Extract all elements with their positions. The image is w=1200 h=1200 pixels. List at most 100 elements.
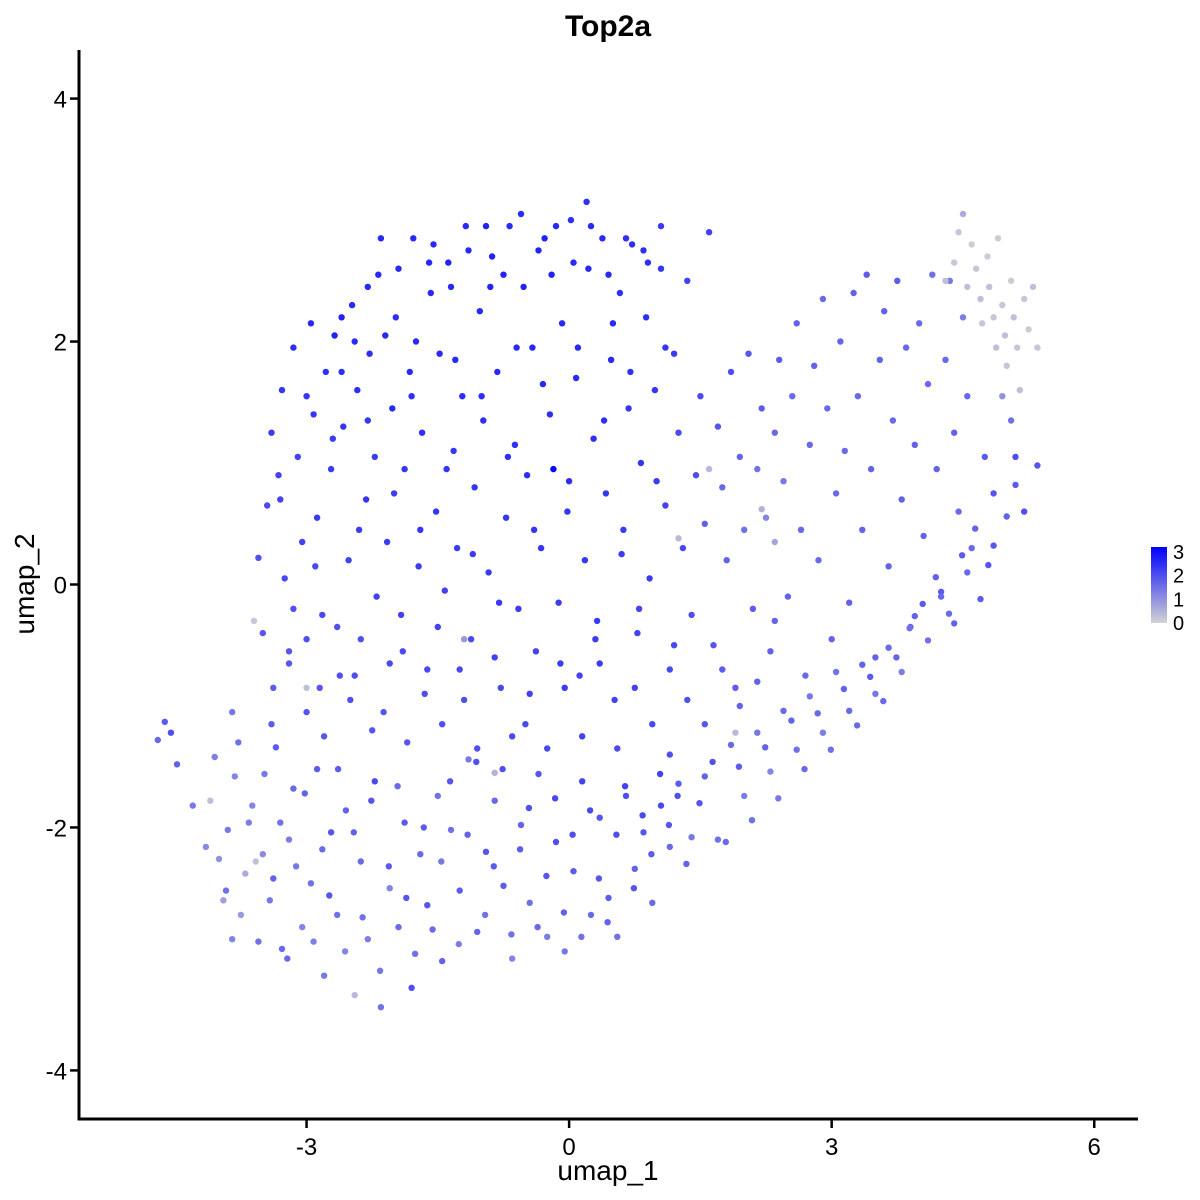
data-point (867, 673, 874, 680)
data-point (487, 283, 494, 291)
data-point (485, 569, 492, 576)
data-point (313, 514, 321, 521)
data-point (386, 660, 393, 667)
data-point (259, 851, 266, 858)
data-point (656, 770, 664, 778)
data-point (674, 792, 681, 800)
data-point (530, 526, 538, 533)
data-point (316, 684, 323, 691)
data-point (534, 923, 541, 931)
data-point (714, 423, 722, 430)
data-point (968, 544, 975, 552)
data-point (767, 648, 774, 655)
data-point (596, 660, 603, 667)
data-point (929, 271, 936, 278)
data-point (1020, 508, 1028, 515)
data-point (911, 612, 918, 620)
data-point (688, 834, 695, 841)
data-point (480, 417, 487, 424)
data-point (522, 721, 529, 728)
data-point (474, 928, 481, 936)
data-point (259, 629, 266, 637)
data-point (679, 544, 687, 552)
data-point (876, 356, 883, 363)
data-point (748, 817, 756, 824)
data-point (631, 865, 638, 872)
data-point (411, 950, 419, 957)
data-point (705, 229, 713, 236)
data-point (951, 620, 958, 627)
data-point (390, 490, 398, 497)
data-point (889, 417, 897, 424)
data-point (924, 380, 932, 388)
data-point (373, 593, 380, 600)
data-point (443, 465, 450, 473)
data-point (250, 617, 258, 625)
data-point (331, 332, 338, 339)
colorbar-tick-label: 1 (1173, 589, 1184, 611)
data-point (439, 721, 446, 728)
data-point (651, 386, 659, 394)
data-point (471, 484, 478, 491)
data-point (569, 831, 576, 838)
data-point (408, 393, 415, 400)
data-point (736, 702, 743, 710)
data-point (754, 678, 761, 685)
data-point (620, 526, 627, 533)
data-point (898, 496, 905, 503)
data-point (351, 338, 358, 345)
data-point (628, 241, 636, 248)
data-point (535, 247, 542, 254)
data-point (780, 707, 787, 714)
data-point (430, 241, 437, 248)
data-point (290, 785, 297, 792)
data-point (338, 314, 345, 321)
data-point (303, 708, 310, 716)
data-point (439, 957, 446, 965)
data-point (290, 344, 297, 351)
data-point (688, 611, 695, 619)
data-point (732, 729, 739, 736)
data-point (541, 235, 548, 242)
data-point (161, 718, 168, 725)
data-point (736, 453, 743, 461)
data-point (242, 870, 249, 877)
data-point (482, 848, 490, 855)
data-point (684, 277, 691, 284)
data-point (491, 769, 498, 776)
data-point (951, 259, 958, 266)
data-point (754, 465, 761, 473)
data-point (347, 696, 354, 704)
data-point (529, 344, 536, 351)
data-point (275, 472, 282, 479)
data-point (881, 308, 888, 315)
data-point (417, 526, 424, 533)
data-point (593, 617, 601, 625)
data-point (999, 393, 1006, 400)
data-point (446, 778, 454, 785)
data-point (469, 550, 476, 558)
data-point (639, 812, 646, 819)
data-point (697, 393, 704, 400)
data-point (898, 668, 905, 676)
data-point (285, 648, 293, 655)
data-point (1020, 295, 1028, 303)
data-point (537, 544, 545, 552)
data-point (634, 629, 641, 637)
data-point (964, 283, 971, 291)
data-point (532, 648, 540, 655)
data-point (235, 739, 242, 746)
data-point (397, 611, 405, 619)
data-point (819, 295, 827, 303)
data-point (605, 271, 612, 278)
data-point (916, 320, 923, 327)
data-point (270, 875, 277, 882)
data-point (415, 563, 422, 570)
data-point (465, 247, 472, 254)
data-point (375, 271, 382, 278)
data-point (408, 984, 415, 991)
data-point (919, 600, 926, 608)
data-point (535, 770, 542, 778)
data-point (832, 668, 840, 676)
